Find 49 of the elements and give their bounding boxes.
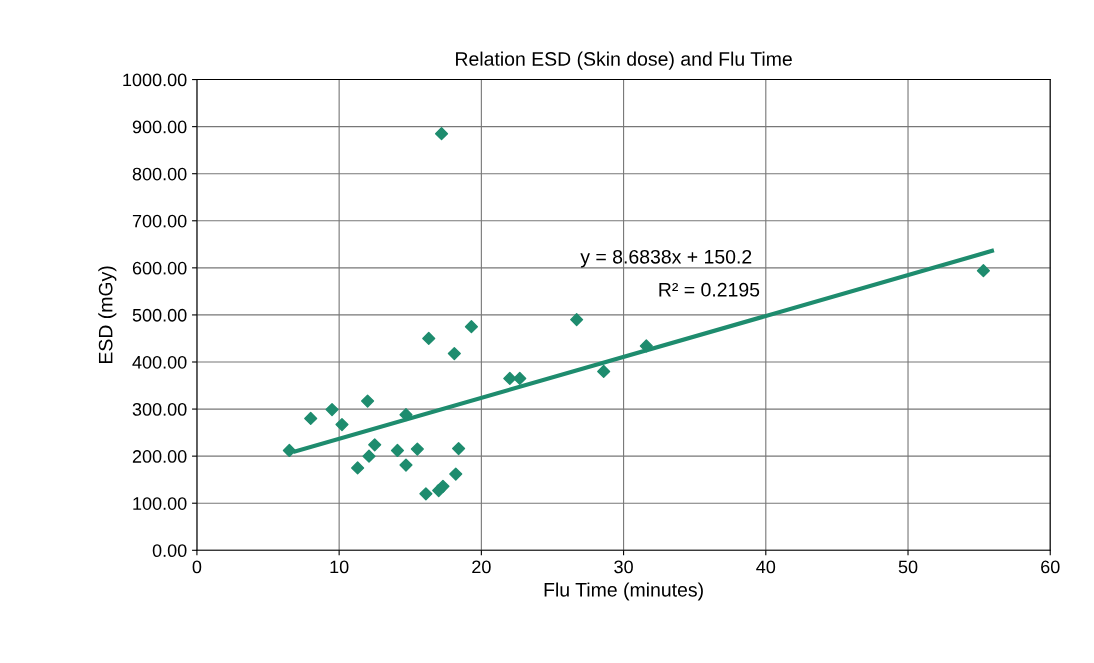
annotation: y = 8.6838x + 150.2 — [580, 249, 752, 268]
y-tick-label: 0.00 — [152, 544, 187, 558]
x-tick-label: 20 — [472, 560, 491, 574]
point — [399, 458, 413, 472]
point — [368, 438, 382, 452]
point — [390, 443, 405, 458]
x-tick-label: 0 — [192, 560, 202, 574]
chart-title: Relation ESD (Skin dose) and Flu Time — [456, 51, 792, 70]
point — [976, 264, 990, 278]
point — [449, 467, 463, 481]
point — [639, 339, 653, 353]
point — [325, 402, 339, 417]
point — [360, 394, 375, 408]
y-tick-label: 200.00 — [132, 450, 187, 463]
point — [304, 411, 318, 426]
x-tick-label: 40 — [756, 560, 776, 574]
point — [335, 418, 349, 432]
point — [597, 364, 611, 379]
y-tick-label: 800.00 — [132, 167, 187, 181]
point — [422, 331, 436, 346]
y-axis-title: ESD (mGy) — [98, 266, 117, 364]
y-tick-label: 400.00 — [132, 355, 187, 369]
x-tick-label: 60 — [1041, 560, 1060, 574]
point — [351, 461, 365, 475]
y-tick-label: 100.00 — [133, 497, 187, 510]
annotation: R² = 0.2195 — [659, 282, 760, 297]
y-tick-label: 900.00 — [132, 120, 187, 134]
point — [436, 479, 450, 493]
y-tick-label: 700.00 — [132, 214, 187, 228]
x-tick-label: 30 — [614, 560, 633, 574]
point — [399, 408, 413, 422]
point — [503, 371, 517, 386]
y-tick-label: 600.00 — [132, 261, 187, 275]
point — [570, 313, 584, 327]
point — [282, 443, 296, 458]
y-tick-label: 1000.00 — [123, 73, 187, 87]
point — [362, 449, 376, 463]
point — [410, 442, 424, 456]
y-tick-label: 300.00 — [132, 403, 187, 416]
point — [419, 487, 433, 501]
x-tick-label: 10 — [330, 560, 349, 574]
point — [464, 320, 478, 334]
point — [447, 346, 461, 361]
x-axis-title: Flu Time (minutes) — [544, 582, 703, 601]
point — [434, 127, 449, 141]
x-tick-label: 50 — [898, 560, 918, 574]
y-tick-label: 500.00 — [132, 308, 187, 322]
point — [452, 442, 466, 456]
point — [513, 371, 527, 386]
